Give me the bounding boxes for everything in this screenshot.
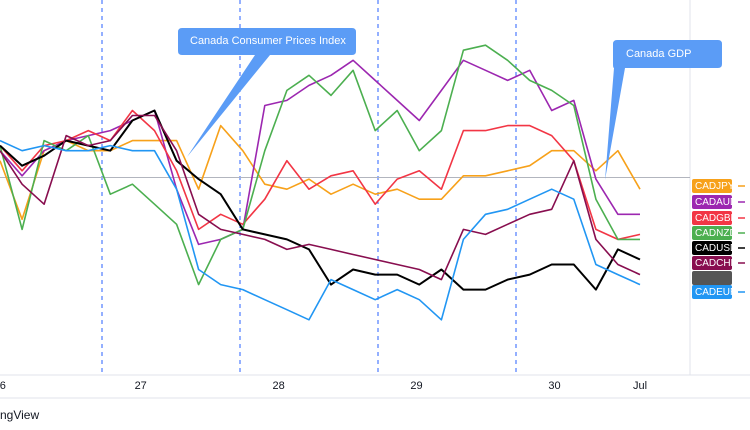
legend-swatch <box>692 195 732 209</box>
x-tick-label: 27 <box>135 380 147 392</box>
plot <box>0 44 690 321</box>
legend-swatch <box>692 241 732 255</box>
x-tick-label: 29 <box>410 380 422 392</box>
legend-label: CADUSD <box>695 243 737 254</box>
legend-label: CADEUR <box>695 287 737 298</box>
legend-label: CADGBP <box>695 213 738 224</box>
series-line <box>0 44 640 286</box>
callout: Canada GDP <box>605 40 722 180</box>
series-line <box>0 59 640 246</box>
series-line <box>0 114 641 281</box>
x-tick-label: 28 <box>272 380 284 392</box>
session-lines <box>101 0 517 375</box>
legend-label: CADJPY <box>695 181 735 192</box>
legend-label: CADNZD <box>695 228 737 239</box>
legend-label: CADCHF <box>695 258 737 269</box>
legend-swatch <box>692 285 732 299</box>
legend-swatch <box>692 211 732 225</box>
x-tick-label: 30 <box>548 380 560 392</box>
legend-label: CADAUD <box>695 197 737 208</box>
footer-text: ngView <box>0 408 39 422</box>
callout: Canada Consumer Prices Index <box>178 28 356 157</box>
series-line <box>0 109 641 291</box>
x-tick-label: 6 <box>0 380 6 392</box>
series-line <box>0 109 641 241</box>
x-tick-label: Jul <box>633 380 647 392</box>
price-label-box <box>692 271 732 285</box>
callout-text: Canada Consumer Prices Index <box>190 35 346 47</box>
callout-shape <box>178 28 356 157</box>
legend-swatch <box>692 256 732 270</box>
series-line <box>0 139 641 321</box>
legend-swatch <box>692 226 732 240</box>
callout-text: Canada GDP <box>626 48 691 60</box>
callout-shape <box>605 40 722 180</box>
legend-swatch <box>692 179 732 193</box>
